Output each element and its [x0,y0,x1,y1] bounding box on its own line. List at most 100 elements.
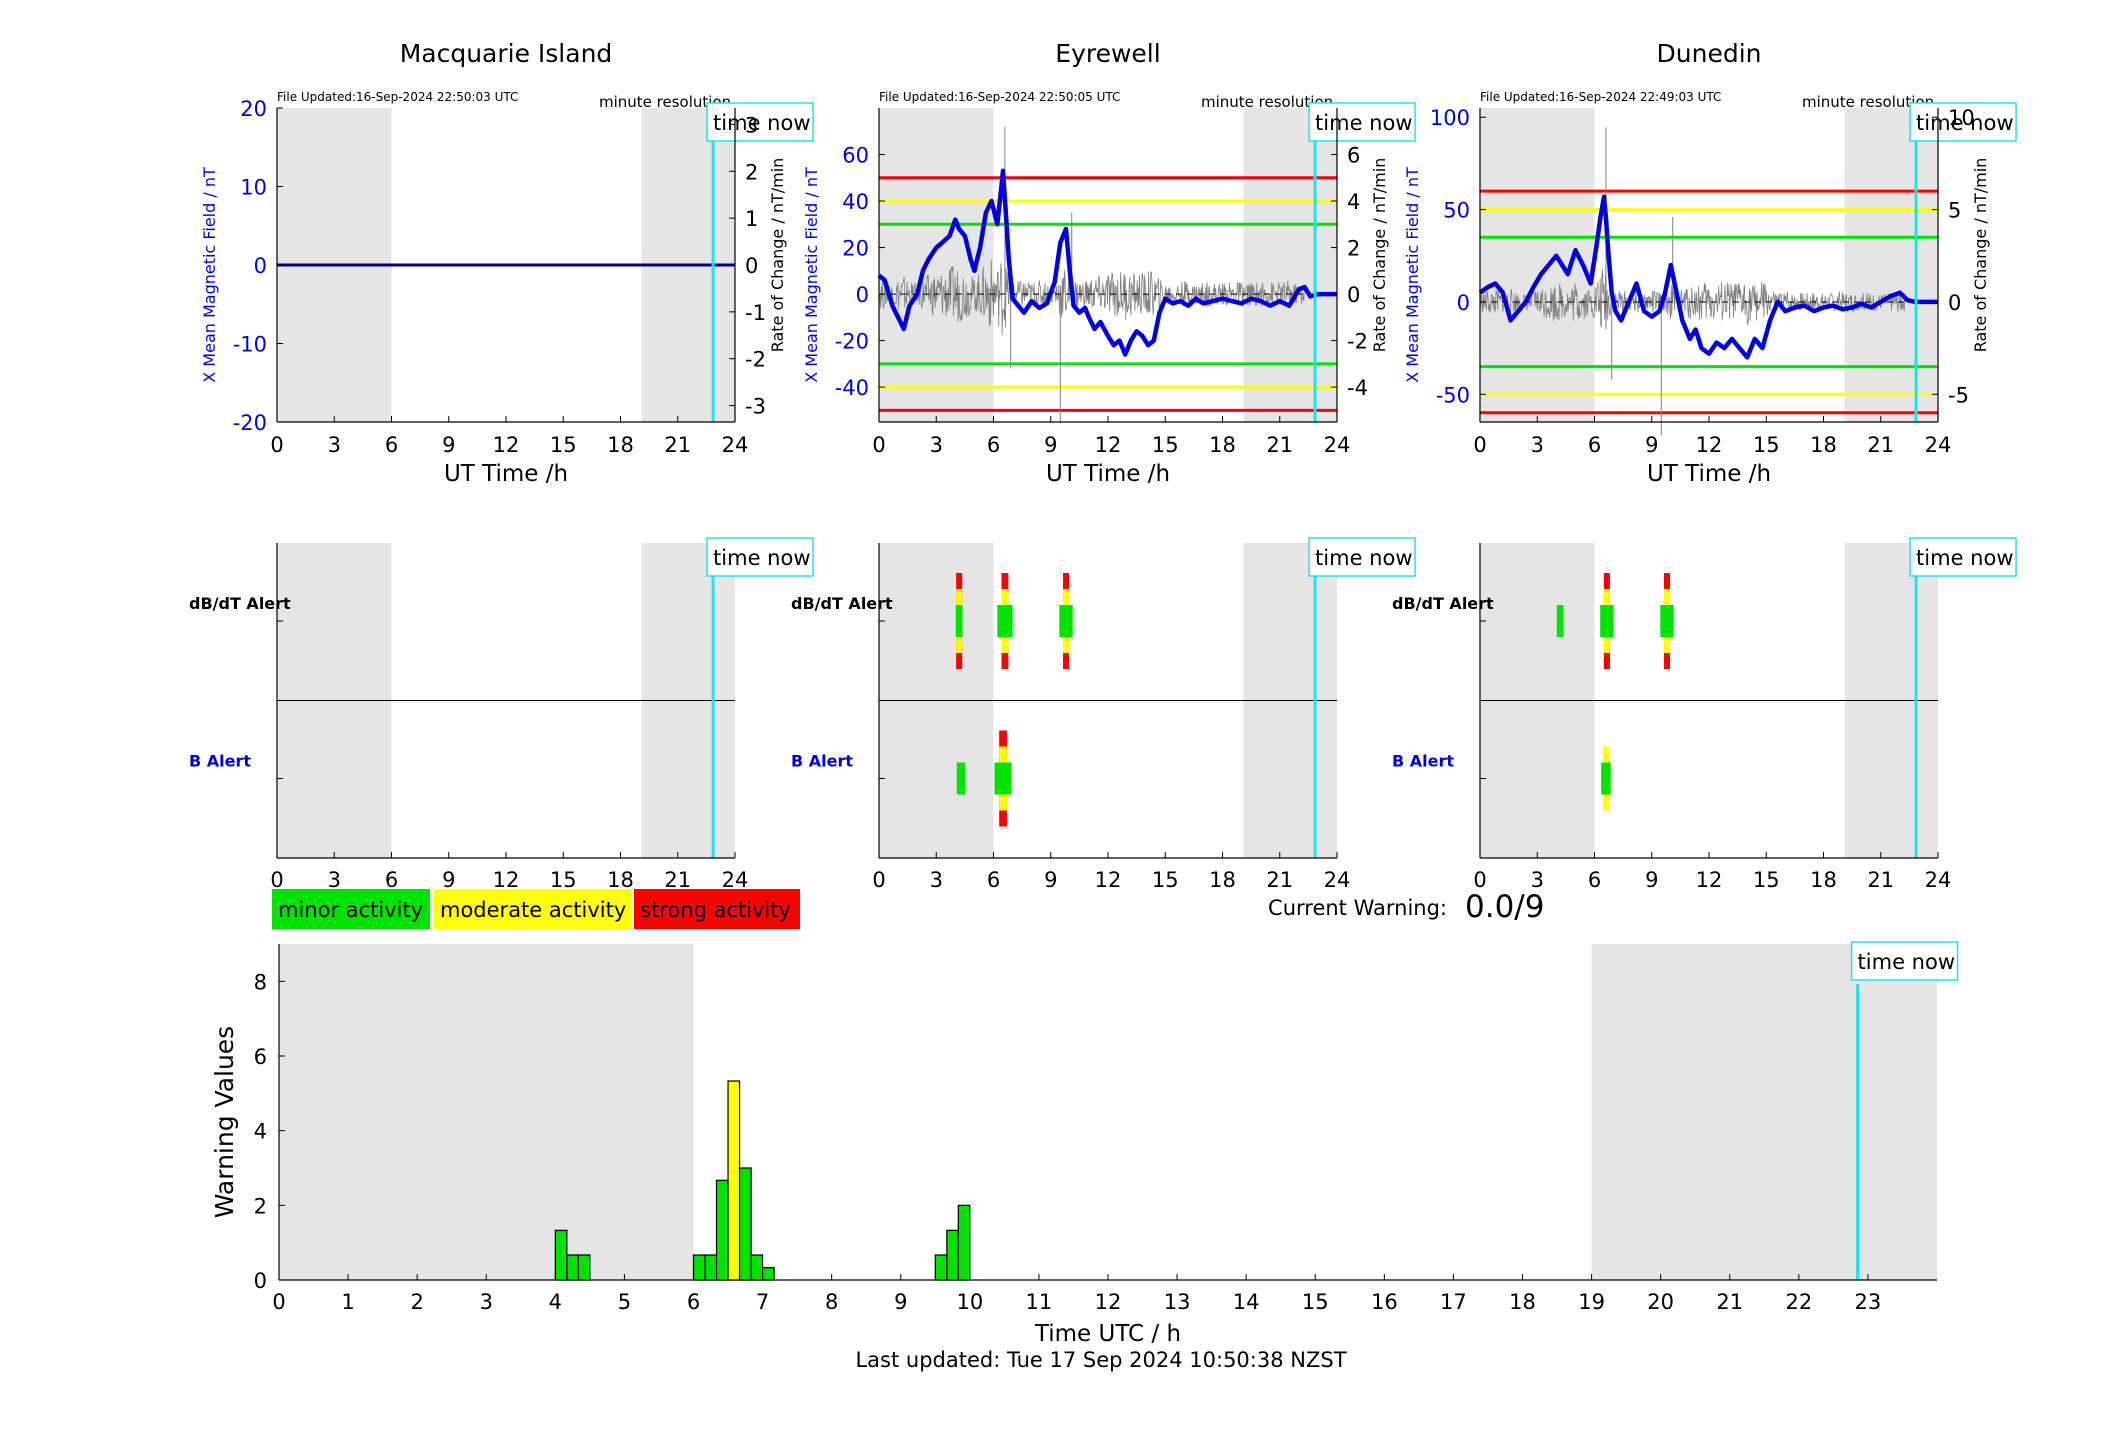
x-tick-label: 18 [1810,433,1837,457]
activity-legend: minor activity moderate activity strong ac… [272,889,800,929]
time-now-label: time now [1858,950,1955,974]
x-tick-label: 18 [607,868,634,892]
dbdt-alert-minor-mark [1600,605,1614,637]
x-tick-label: 12 [493,868,520,892]
x-tick-label: 21 [1867,868,1894,892]
x-tick-label: 12 [1095,433,1122,457]
y2-tick-label: 0 [1948,291,1961,315]
x-tick-label: 24 [1324,868,1351,892]
y-tick-label: 4 [254,1120,267,1144]
y-tick-label: -20 [233,411,267,435]
file-updated-label: File Updated:16-Sep-2024 22:50:05 UTC [879,90,1120,104]
y-axis-label-left: X Mean Magnetic Field / nT [802,167,821,383]
y-axis-label-left: X Mean Magnetic Field / nT [200,167,219,383]
x-tick-label: 24 [1925,433,1952,457]
y2-tick-label: 6 [1347,144,1360,168]
dunedin-alerts-panel: time now 0 3 6 9 12 15 18 21 24 dB/dT Alert B Alert [1392,537,2017,892]
x-tick-label: 10 [956,1290,983,1314]
y-tick-label: 60 [842,144,869,168]
y-tick-label: -20 [835,330,869,354]
y2-tick-label: 4 [1347,190,1360,214]
x-tick-label: 0 [872,433,885,457]
time-now-label: time now [1916,546,2013,570]
x-tick-label: 21 [1266,433,1293,457]
y2-tick-label: 2 [745,160,758,184]
y2-tick-label: 10 [1948,106,1975,130]
b-alert-minor-mark [956,762,966,795]
x-tick-label: 15 [550,868,577,892]
warning-bar [577,1254,591,1281]
y-tick-label: 50 [1443,199,1470,223]
x-tick-label: 12 [1095,1290,1122,1314]
x-tick-label: 15 [1152,868,1179,892]
x-tick-label: 5 [618,1290,631,1314]
x-tick-label: 0 [272,1290,285,1314]
x-tick-label: 3 [1531,433,1544,457]
dbdt-alert-minor-mark [955,605,963,637]
x-tick-label: 21 [1266,868,1293,892]
x-tick-label: 6 [987,868,1000,892]
rate-of-change-trace [1479,269,1906,330]
b-alert-minor-mark [1601,762,1611,795]
warning-bar [566,1254,579,1281]
x-tick-label: 24 [1324,433,1351,457]
time-now-box [706,102,814,142]
current-warning-label: Current Warning: [1268,896,1447,920]
x-tick-label: 6 [687,1290,700,1314]
time-now-label: time now [713,546,810,570]
x-tick-label: 19 [1578,1290,1605,1314]
y-tick-label: 0 [254,1269,267,1293]
y-tick-label: 8 [254,970,267,994]
night-shading [279,944,694,1280]
dbdt-alert-label: dB/dT Alert [189,594,291,613]
x-tick-label: 17 [1440,1290,1467,1314]
y2-tick-label: -1 [745,301,766,325]
x-tick-label: 0 [270,868,283,892]
panel-title: Macquarie Island [400,39,613,68]
x-tick-label: 6 [385,868,398,892]
x-tick-label: 3 [480,1290,493,1314]
x-axis-label: UT Time /h [1046,461,1170,487]
x-tick-label: 12 [1696,868,1723,892]
y2-tick-label: -4 [1347,376,1368,400]
warning-bar [692,1254,706,1281]
minute-resolution-label: minute resolution [1802,93,1934,111]
legend-label: minor activity [278,898,423,922]
b-alert-minor-mark [994,762,1012,795]
x-tick-label: 6 [1588,433,1601,457]
y-tick-label: -10 [233,333,267,357]
x-tick-label: 14 [1233,1290,1260,1314]
x-tick-label: 24 [722,433,749,457]
y2-tick-label: -3 [745,395,766,419]
x-axis-label: UT Time /h [1647,461,1771,487]
x-tick-label: 24 [1925,868,1952,892]
time-now-label: time now [1916,111,2013,135]
y2-tick-label: 0 [1347,283,1360,307]
x-tick-label: 9 [442,868,455,892]
x-tick-label: 9 [1044,868,1057,892]
x-tick-label: 16 [1371,1290,1398,1314]
x-tick-label: 21 [1867,433,1894,457]
x-tick-label: 18 [1810,868,1837,892]
night-shading [1844,108,1938,422]
file-updated-label: File Updated:16-Sep-2024 22:49:03 UTC [1480,90,1721,104]
x-tick-label: 15 [1152,433,1179,457]
x-tick-label: 3 [328,433,341,457]
x-tick-label: 18 [1209,868,1236,892]
time-now-box [1308,537,1416,577]
x-tick-label: 12 [1095,868,1122,892]
x-tick-label: 22 [1785,1290,1812,1314]
warning-bar [750,1254,764,1281]
x-tick-label: 18 [1509,1290,1536,1314]
legend-label: moderate activity [440,898,626,922]
y-axis-label: Warning Values [210,1026,239,1218]
y-tick-label: 20 [240,97,267,121]
warning-bar [727,1080,741,1281]
legend-swatch [634,889,800,929]
x-tick-label: 21 [664,433,691,457]
y-tick-label: 20 [842,237,869,261]
time-now-label: time now [1315,111,1412,135]
legend-label: strong activity [640,898,791,922]
x-tick-label: 6 [1588,868,1601,892]
